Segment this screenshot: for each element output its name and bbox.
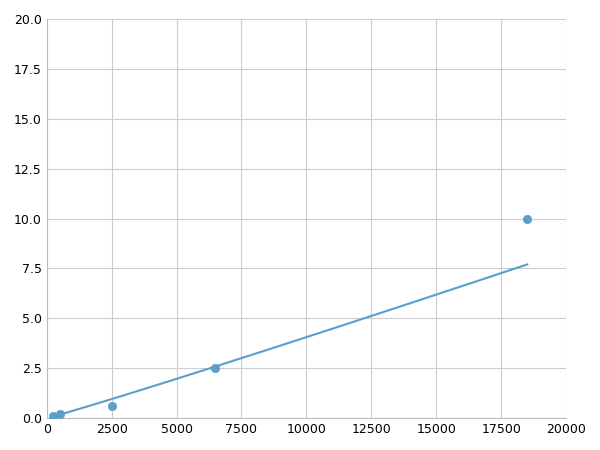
Point xyxy=(49,413,58,420)
Point xyxy=(55,411,64,418)
Point xyxy=(523,215,532,222)
Point xyxy=(211,365,220,372)
Point xyxy=(107,403,116,410)
